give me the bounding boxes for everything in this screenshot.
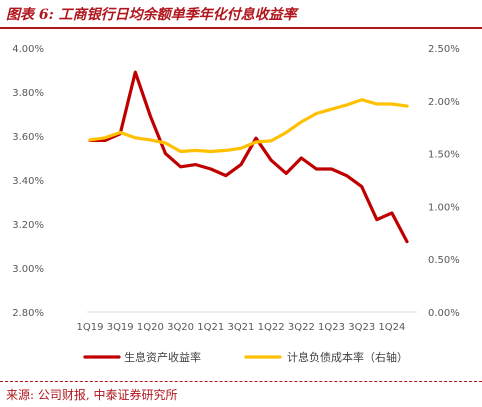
- x-tick-label: 3Q21: [227, 322, 254, 333]
- y2-tick-label: 2.00%: [428, 97, 460, 108]
- figure-source: 来源: 公司财报, 中泰证券研究所: [6, 388, 178, 402]
- x-tick-label: 3Q20: [167, 322, 194, 333]
- source-rule: [0, 381, 482, 382]
- x-tick-label: 3Q19: [107, 322, 134, 333]
- y-tick-label: 3.20%: [12, 220, 44, 231]
- x-tick-label: 1Q19: [77, 322, 104, 333]
- legend-label-1: 生息资产收益率: [124, 350, 201, 364]
- x-tick-label: 1Q24: [378, 322, 405, 333]
- y2-tick-label: 1.50%: [428, 150, 460, 161]
- y-tick-label: 4.00%: [12, 44, 44, 55]
- y-tick-label: 2.80%: [12, 308, 44, 319]
- x-tick-label: 1Q20: [137, 322, 164, 333]
- line-chart: 2.80% 3.00% 3.20% 3.40% 3.60% 3.80% 4.00% 0.00%…: [12, 44, 460, 364]
- title-rule: [0, 27, 482, 29]
- y-tick-label: 3.40%: [12, 176, 44, 187]
- y-tick-label: 3.60%: [12, 132, 44, 143]
- y2-tick-label: 1.00%: [428, 202, 460, 213]
- x-tick-label: 1Q22: [258, 322, 285, 333]
- y-tick-label: 3.80%: [12, 88, 44, 99]
- x-tick-label: 3Q23: [348, 322, 375, 333]
- y-tick-label: 3.00%: [12, 264, 44, 275]
- chart-legend: 生息资产收益率 计息负债成本率（右轴）: [83, 350, 408, 364]
- chart-series: [88, 70, 409, 244]
- x-tick-label: 1Q21: [197, 322, 224, 333]
- x-tick-label: 3Q22: [288, 322, 315, 333]
- y2-tick-label: 0.00%: [428, 308, 460, 319]
- y2-tick-label: 2.50%: [428, 44, 460, 55]
- x-tick-label: 1Q23: [318, 322, 345, 333]
- chart-axes: 2.80% 3.00% 3.20% 3.40% 3.60% 3.80% 4.00% 0.00%…: [12, 44, 460, 333]
- legend-label-2: 计息负债成本率（右轴）: [287, 350, 408, 364]
- figure-title: 图表 6: 工商银行日均余额单季年化付息收益率: [6, 7, 297, 23]
- series-line-2: [88, 98, 409, 154]
- y2-tick-label: 0.50%: [428, 255, 460, 266]
- series-line-1: [88, 70, 409, 244]
